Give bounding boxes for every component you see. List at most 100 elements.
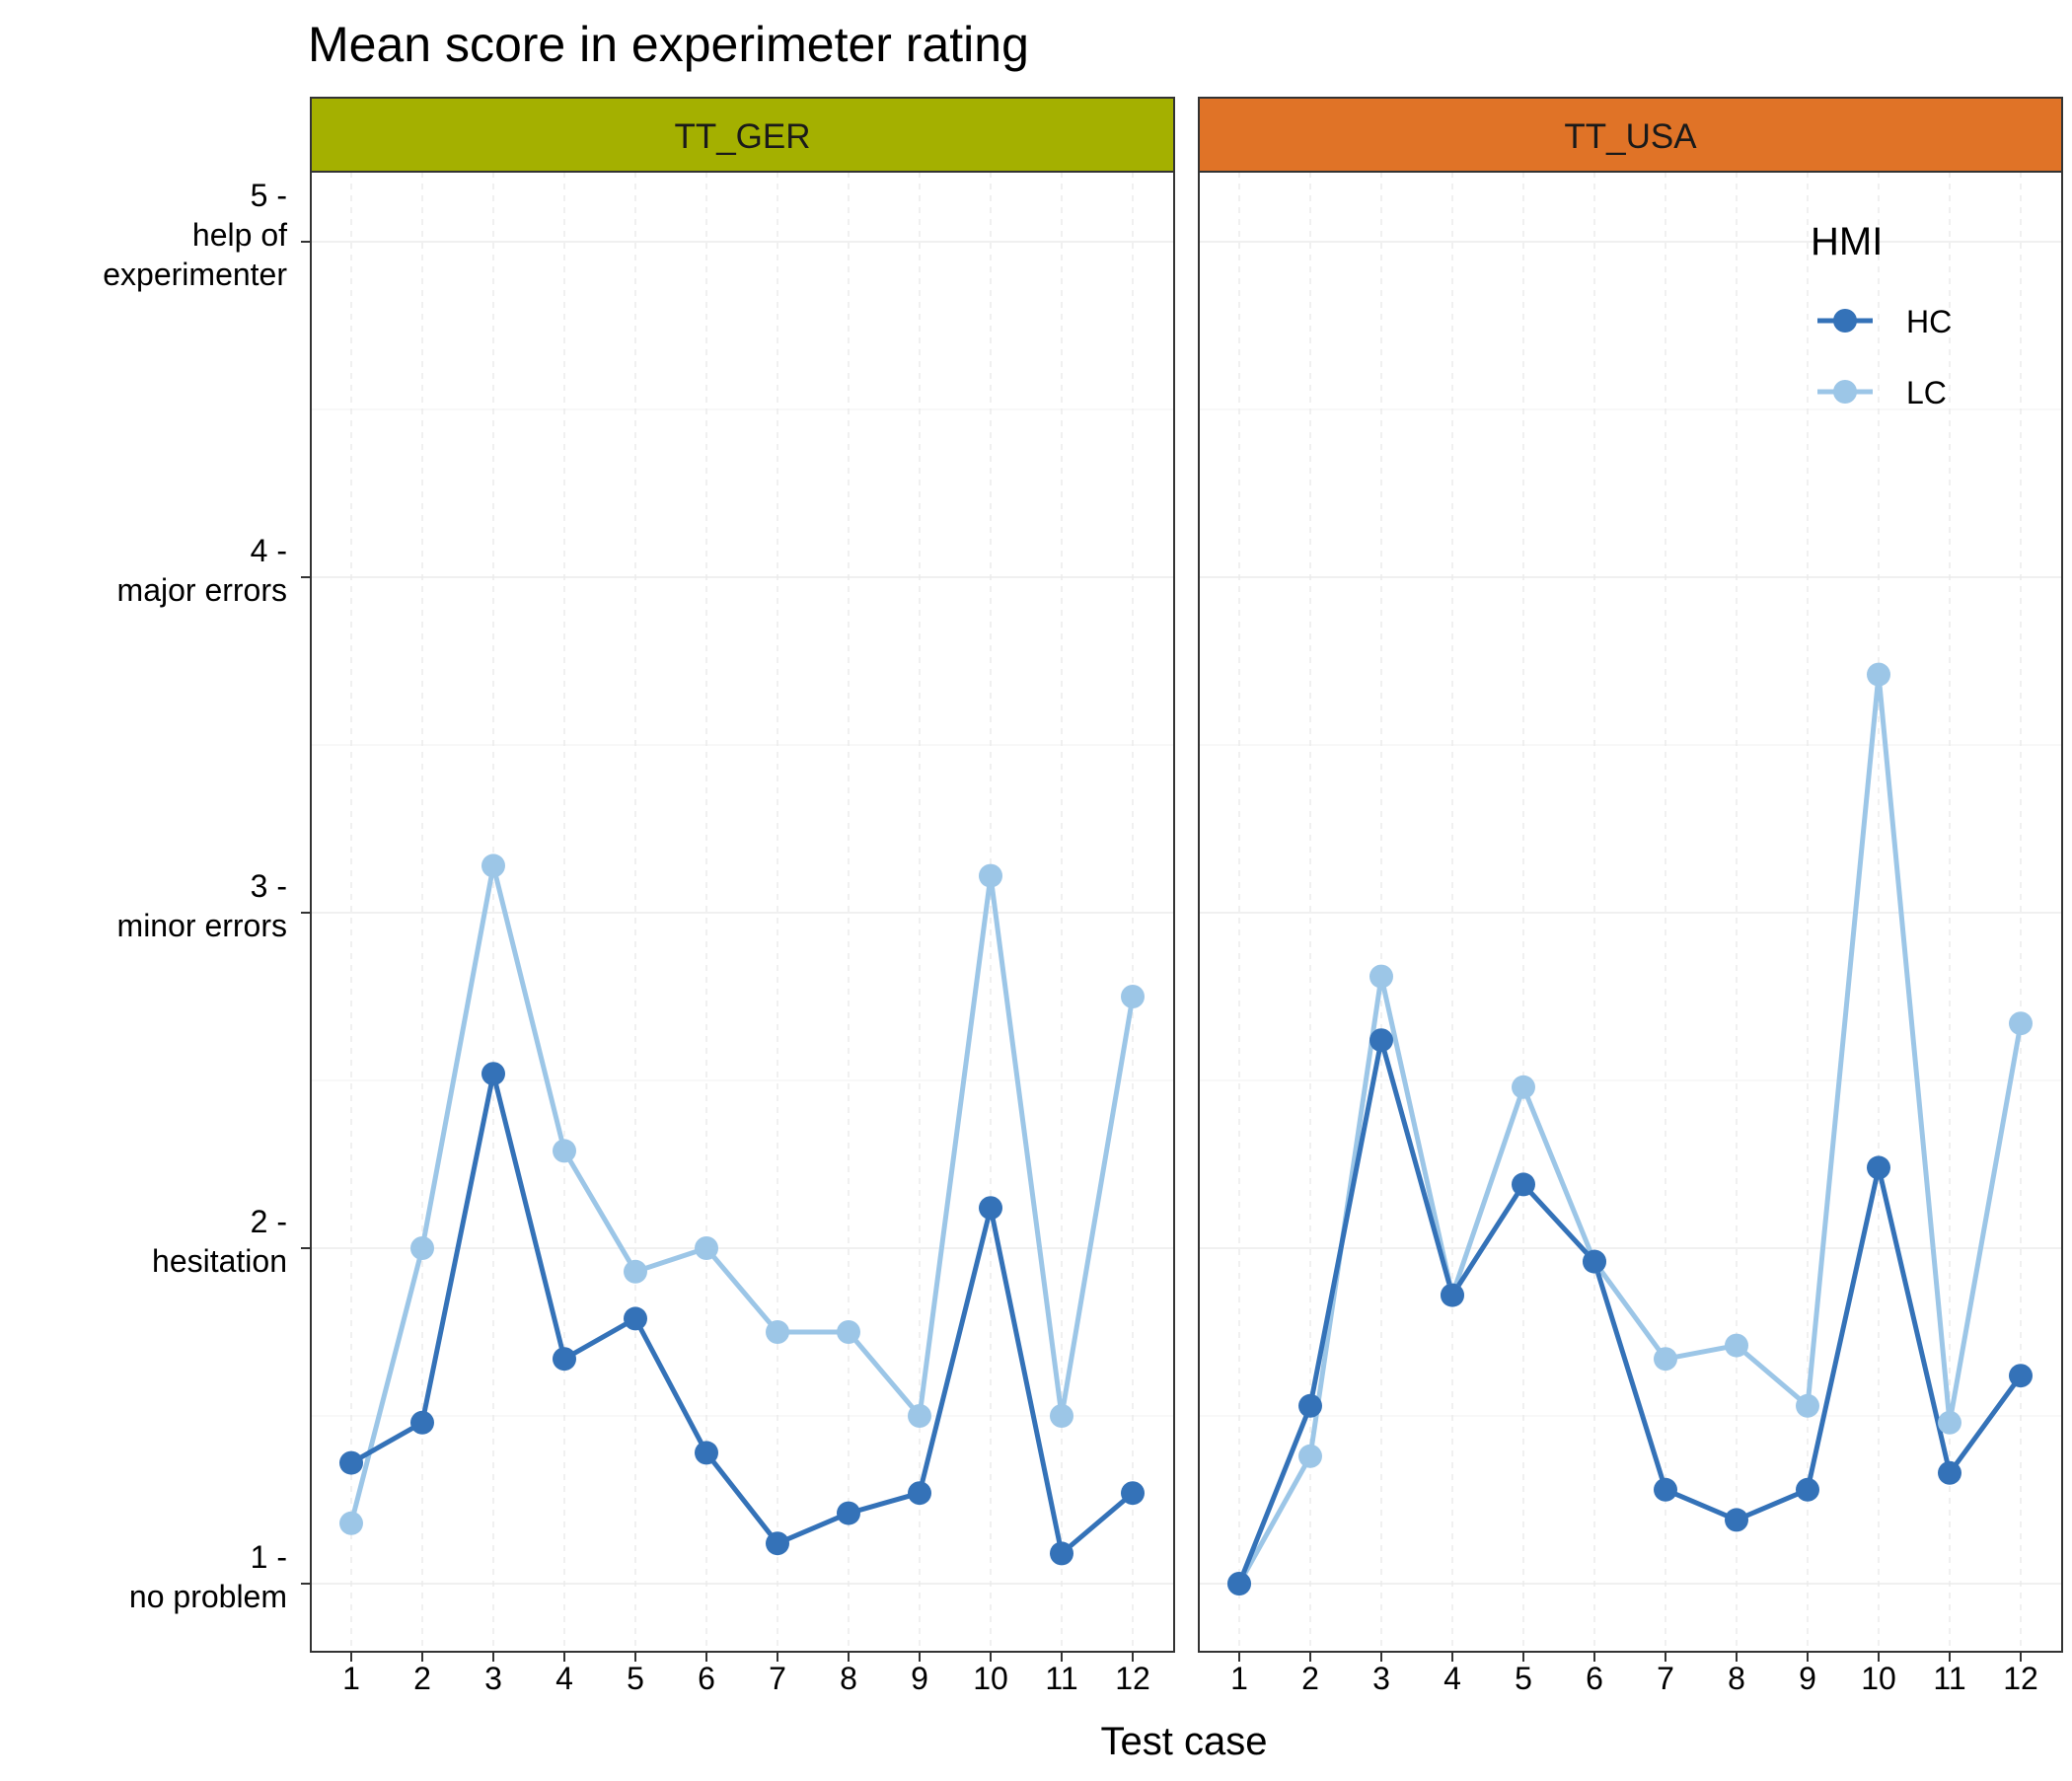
x-tick-label: 12 [1115,1661,1150,1696]
series-line-lc [348,862,1136,1524]
data-point-lc [837,1320,860,1344]
x-tick-label: 10 [1861,1661,1896,1696]
data-point-hc [766,1531,789,1556]
y-tick-label: 3 - minor errors [117,868,287,943]
data-point-lc [481,853,505,878]
data-point-lc [1796,1393,1819,1418]
facet-strip [310,97,1175,173]
data-point-lc [410,1236,434,1260]
y-tick-label-line: 3 - [251,868,287,904]
x-tick-label: 2 [413,1661,431,1696]
y-tick-label-line: help of [192,217,287,253]
x-tick-label: 5 [1515,1661,1532,1696]
data-point-lc [1369,964,1393,989]
y-tick-label: 2 - hesitation [152,1204,287,1279]
plot-background [1199,172,2062,1652]
data-point-lc [1938,1410,1961,1435]
y-tick-label-line: 4 - [251,533,287,568]
data-point-lc [766,1320,789,1344]
x-tick-label: 11 [1933,1661,1965,1696]
y-tick-label-line: no problem [129,1579,287,1614]
x-tick-label: 9 [1799,1661,1816,1696]
data-point-lc [2009,1011,2033,1036]
x-tick-label: 9 [911,1661,928,1696]
series-line-lc [1236,672,2024,1586]
data-point-hc [1725,1508,1748,1532]
data-point-lc [979,863,1002,888]
x-tick-label: 7 [769,1661,786,1696]
data-point-lc [339,1511,363,1535]
data-point-hc [624,1306,647,1331]
x-tick-label: 2 [1301,1661,1319,1696]
facet-strip-label: TT_GER [674,117,810,156]
data-point-lc [553,1139,576,1163]
y-axis: 1 - no problem 2 - hesitation 3 - minor error… [103,178,311,1614]
x-tick-label: 5 [627,1661,644,1696]
y-tick-label-line: experimenter [103,257,287,292]
data-point-lc [908,1404,931,1428]
panel-border [1198,171,2063,1653]
legend-label-lc: LC [1906,375,1947,410]
x-tick-label: 11 [1045,1661,1077,1696]
x-tick-label: 4 [555,1661,573,1696]
data-point-lc [695,1236,718,1260]
data-point-hc [481,1062,505,1086]
y-tick-label-line: hesitation [152,1243,287,1279]
data-point-hc [1298,1393,1322,1418]
data-point-hc [1938,1460,1961,1485]
y-tick-label: 4 - major errors [117,533,287,608]
data-point-hc [339,1450,363,1475]
legend: HMI HC LC [1811,220,1952,410]
data-point-hc [1050,1541,1073,1566]
facet-strip-label: TT_USA [1564,117,1697,156]
legend-key-point-hc [1833,309,1857,333]
x-tick-label: 10 [973,1661,1008,1696]
data-point-lc [1121,985,1145,1008]
x-tick-label: 1 [342,1661,360,1696]
y-tick-label: 1 - no problem [129,1539,287,1614]
data-point-hc [553,1347,576,1372]
data-point-hc [2009,1364,2033,1388]
legend-title: HMI [1811,220,1883,263]
series-line-hc [1236,1037,2024,1585]
data-point-hc [908,1481,931,1506]
x-tick-label: 7 [1657,1661,1674,1696]
data-point-hc [1512,1172,1535,1197]
x-tick-label: 12 [2003,1661,2038,1696]
data-point-hc [1867,1155,1890,1180]
data-point-hc [410,1410,434,1435]
plot-background [311,172,1174,1652]
data-point-lc [1654,1347,1677,1372]
x-tick-label: 6 [698,1661,715,1696]
y-tick-label: 5 - help of experimenter [103,178,287,292]
data-point-hc [1796,1477,1819,1502]
y-tick-label-line: major errors [117,572,287,608]
x-tick-label: 8 [1728,1661,1745,1696]
x-tick-label: 1 [1230,1661,1248,1696]
data-point-hc [1369,1028,1393,1053]
x-tick-label: 6 [1586,1661,1603,1696]
x-tick-label: 3 [1372,1661,1390,1696]
y-tick-label-line: 5 - [251,178,287,213]
data-point-lc [1050,1404,1073,1428]
legend-label-hc: HC [1906,304,1952,339]
x-axis-title: Test case [1101,1720,1268,1763]
y-tick-label-line: minor errors [117,908,287,943]
data-point-hc [837,1501,860,1525]
x-tick-label: 4 [1443,1661,1461,1696]
data-point-hc [1441,1283,1464,1307]
data-point-hc [1583,1249,1606,1274]
x-tick-label: 3 [484,1661,502,1696]
data-point-lc [1512,1075,1535,1099]
data-point-hc [1654,1477,1677,1502]
chart-title: Mean score in experimeter rating [308,17,1029,72]
data-point-hc [1121,1481,1145,1506]
y-tick-label-line: 1 - [251,1539,287,1575]
data-point-hc [979,1196,1002,1221]
data-point-lc [1298,1444,1322,1468]
